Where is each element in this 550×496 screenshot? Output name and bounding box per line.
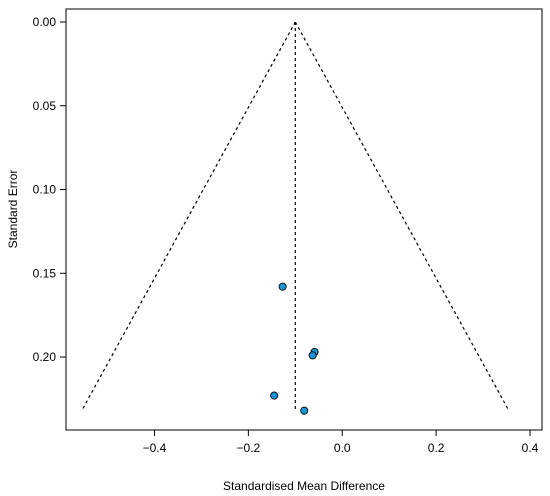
plot-frame <box>65 8 543 431</box>
y-tick-label: 0.15 <box>33 266 57 280</box>
funnel-right-limit <box>294 21 510 411</box>
study-point <box>278 282 287 291</box>
x-tick-label: 0.2 <box>428 441 445 455</box>
funnel-left-limit <box>81 21 296 411</box>
y-axis: 0.00 0.05 0.10 0.15 0.20 <box>33 15 66 364</box>
y-tick-label: 0.05 <box>33 99 57 113</box>
study-points <box>270 282 319 415</box>
study-point <box>270 391 279 400</box>
x-axis-title: Standardised Mean Difference <box>223 479 385 493</box>
x-axis: −0.4 −0.2 0.0 0.2 0.4 <box>143 430 539 455</box>
study-point <box>300 406 309 415</box>
study-point <box>308 351 317 360</box>
y-tick-label: 0.00 <box>33 15 57 29</box>
x-tick-label: 0.0 <box>334 441 351 455</box>
x-tick-label: −0.4 <box>143 441 167 455</box>
funnel-lines <box>81 21 510 411</box>
y-tick-label: 0.10 <box>33 183 57 197</box>
y-tick-label: 0.20 <box>33 350 57 364</box>
x-tick-label: −0.2 <box>237 441 261 455</box>
y-axis-title: Standard Error <box>6 170 20 249</box>
x-tick-label: 0.4 <box>522 441 539 455</box>
